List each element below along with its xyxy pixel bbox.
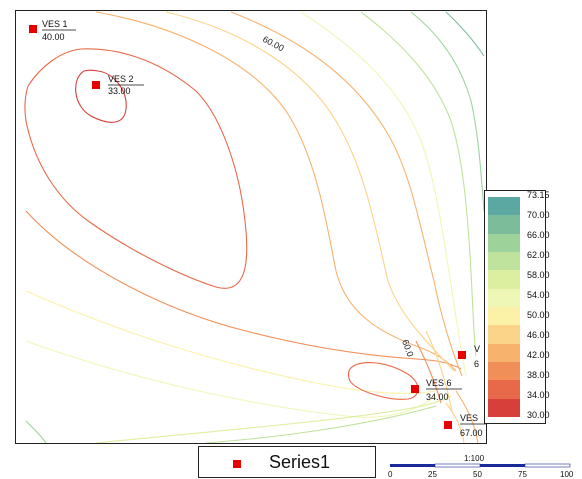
ves-marker — [444, 421, 452, 429]
ves-name-label: VES 6 — [426, 378, 452, 388]
contour-line — [445, 402, 465, 443]
contour-map: 60.00 60.0 VES 1 40.00 VES 2 33.00 V 6 V… — [15, 10, 487, 444]
contour-line — [205, 405, 437, 443]
color-legend: 73.15 70.00 66.00 62.00 58.00 54.00 50.00 46.00… — [484, 190, 550, 424]
series-marker-icon — [233, 460, 241, 468]
contour-line — [425, 330, 453, 412]
legend-swatch — [488, 362, 520, 381]
ves-marker — [411, 385, 419, 393]
scale-tick: 0 — [388, 470, 393, 479]
contour-line — [455, 390, 479, 443]
legend-value-label: 54.00 — [527, 290, 550, 300]
legend-value-label: 66.00 — [527, 230, 550, 240]
scale-tick: 75 — [518, 470, 527, 479]
scale-bar: 0 25 50 75 100 — [388, 463, 574, 479]
legend-swatch — [488, 325, 520, 345]
legend-value-label: 70.00 — [527, 210, 550, 220]
contour-label: 60.00 — [261, 34, 286, 53]
contour-line — [25, 420, 47, 443]
legend-swatch — [488, 252, 520, 271]
legend-value-label: 50.00 — [527, 310, 550, 320]
ves-marker — [458, 351, 466, 359]
ves-value-label: 6 — [474, 359, 479, 369]
scale-title: 1:100 — [464, 454, 485, 463]
scale-segment — [480, 464, 525, 467]
ves-value-label: 40.00 — [42, 32, 65, 42]
legend-swatch — [488, 197, 520, 216]
contour-line — [300, 11, 467, 377]
scale-tick: 25 — [428, 470, 437, 479]
contour-line — [410, 11, 485, 212]
ves-value-label: 34.00 — [426, 392, 449, 402]
contour-line — [415, 340, 442, 404]
contour-line — [165, 11, 455, 372]
contour-line — [25, 210, 462, 370]
ves-name-label: VES — [460, 413, 478, 423]
contour-label: 60.0 — [400, 338, 415, 358]
legend-value-label: 38.00 — [527, 370, 550, 380]
contour-line — [95, 395, 452, 443]
legend-swatch — [488, 233, 520, 253]
ves-value-label: 33.00 — [108, 86, 131, 96]
legend-swatch — [488, 398, 520, 418]
contour-line — [95, 11, 457, 372]
ves-name-label: V — [474, 344, 480, 354]
ves-marker — [29, 25, 37, 33]
scale-segment — [390, 464, 435, 467]
ves-name-label: VES 2 — [108, 74, 134, 84]
legend-value-label: 58.00 — [527, 270, 550, 280]
ves-marker — [92, 81, 100, 89]
contour-line — [347, 362, 419, 400]
legend-value-label: 46.00 — [527, 330, 550, 340]
ves-name-label: VES 1 — [42, 19, 68, 29]
scale-segment — [524, 463, 571, 468]
legend-swatch — [488, 215, 520, 235]
legend-value-label: 34.00 — [527, 390, 550, 400]
legend-swatch — [488, 270, 520, 290]
legend-swatch — [488, 343, 520, 363]
legend-value-label: 62.00 — [527, 250, 550, 260]
scale-tick: 50 — [473, 470, 482, 479]
contour-line — [75, 69, 127, 123]
legend-value-label: 30.00 — [527, 410, 550, 420]
scale-segment — [434, 463, 481, 468]
contour-line — [25, 290, 437, 394]
scale-tick: 100 — [560, 470, 574, 479]
contour-line — [24, 48, 248, 289]
legend-value-label: 42.00 — [527, 350, 550, 360]
legend-swatch — [488, 288, 520, 308]
contour-line — [445, 11, 485, 57]
series-legend: Series1 — [198, 446, 376, 478]
legend-swatch — [488, 307, 520, 326]
contour-line — [230, 11, 463, 377]
ves-value-label: 67.00 — [460, 428, 483, 438]
legend-swatch — [488, 380, 520, 400]
contour-line — [25, 340, 437, 418]
legend-value-label: 73.15 — [527, 190, 550, 200]
contour-plot: 60.00 60.0 VES 1 40.00 VES 2 33.00 V 6 V… — [24, 11, 486, 443]
series-label: Series1 — [269, 452, 331, 472]
contour-line — [360, 11, 477, 357]
